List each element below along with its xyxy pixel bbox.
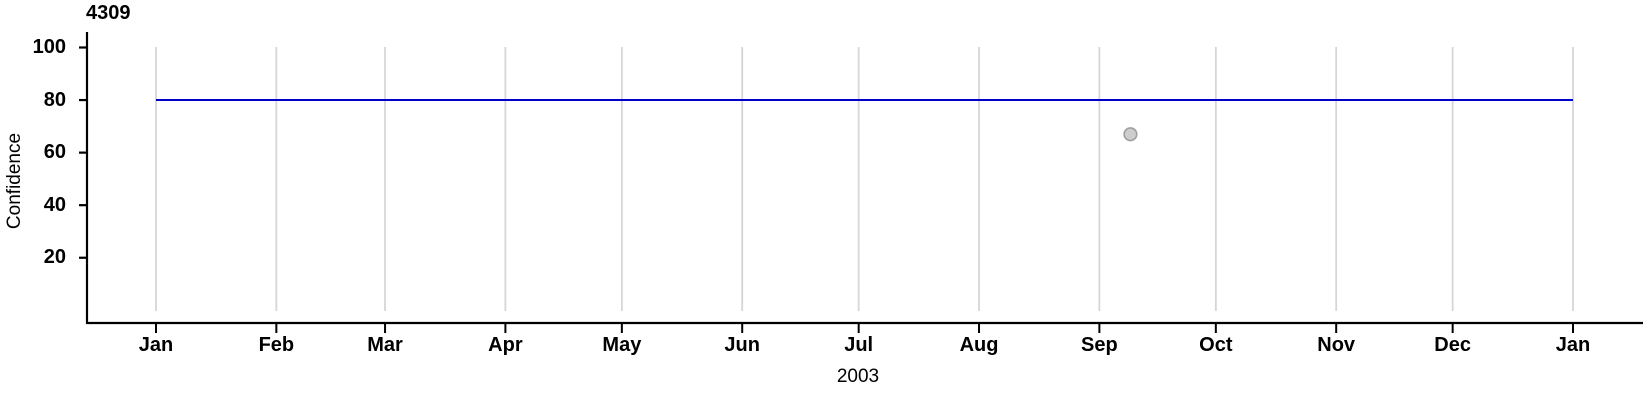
x-tick-label: Aug [959,334,999,356]
x-tick-label: May [602,334,642,356]
y-tick-label: 40 [43,193,66,216]
x-axis-label: 2003 [836,366,880,387]
x-tick-label: Oct [1199,334,1233,356]
x-tick-label: Jan [1555,334,1591,356]
x-tick-label: Apr [488,334,523,356]
x-tick-label: Mar [367,334,403,356]
observation-point [1123,127,1138,142]
x-tick-label: Sep [1081,334,1118,356]
y-tick-label: 60 [43,141,66,164]
x-tick-label: Jan [138,334,174,356]
chart-title: 4309 [86,2,131,24]
x-tick-label: Nov [1317,334,1356,356]
x-tick-label: Feb [258,334,295,356]
x-tick-label: Jul [844,334,874,356]
y-tick-label: 80 [43,88,66,111]
x-tick-label: Dec [1434,334,1471,356]
x-tick-label: Jun [724,334,760,356]
y-tick-label: 100 [32,36,66,58]
y-tick-label: 20 [43,246,66,269]
